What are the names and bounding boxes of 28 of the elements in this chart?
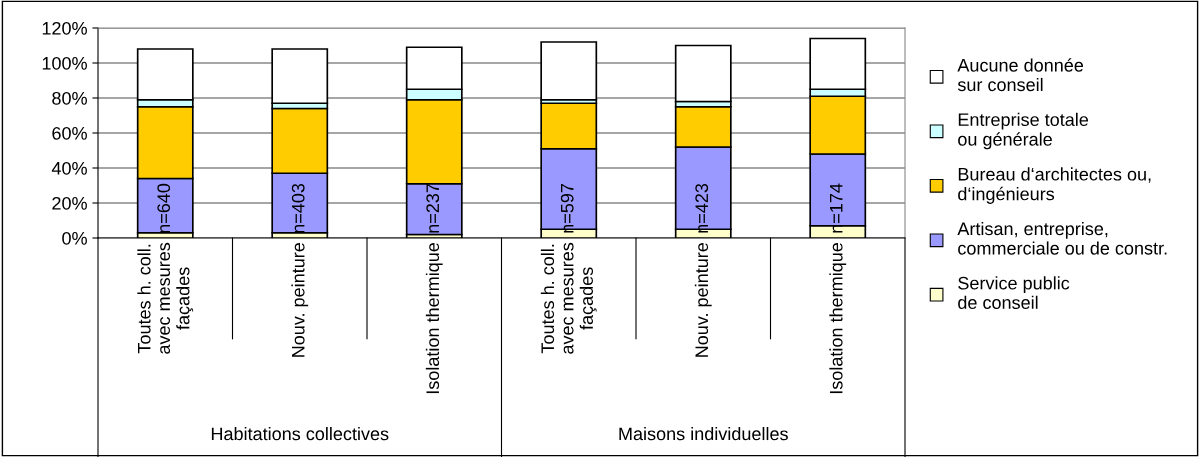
x-tick-label: Nouv. peinture	[291, 242, 309, 357]
legend-label: Service public de conseil	[958, 276, 1070, 309]
bar	[540, 41, 598, 101]
legend-label: Entreprise totale ou générale	[958, 112, 1089, 150]
x-tick-label: Isolation thermique	[425, 242, 443, 394]
x-tick-label: Toutes h. coll. avec mesures façades	[540, 242, 597, 354]
bar	[271, 48, 329, 105]
y-tick-label: 100%	[42, 56, 87, 70]
annotation: n=423	[695, 183, 709, 233]
y-tick-label: 0%	[62, 231, 87, 245]
text: Habitations collectives	[211, 426, 389, 441]
legend-label: Bureau d‘architectes ou, d‘ingénieurs	[958, 167, 1151, 204]
legend-label: Aucune donnée sur conseil	[957, 58, 1084, 92]
annotation: n=237	[426, 184, 440, 233]
x-tick-label: Toutes h. coll. avec mesures façades	[137, 242, 194, 354]
legend-label: Artisan, entreprise, commerciale ou de constr.	[957, 221, 1167, 255]
annotation: n=640	[157, 183, 171, 233]
y-tick-label: 60%	[52, 126, 87, 140]
annotation: n=174	[830, 183, 843, 233]
text: Maisons individuelles	[619, 426, 788, 441]
y-tick-label: 120%	[42, 21, 87, 35]
annotation: n=597	[560, 184, 574, 233]
y-tick-label: 20%	[52, 196, 87, 210]
annotation: n=403	[291, 183, 305, 233]
x-tick-label: Nouv. peinture	[694, 242, 712, 357]
y-tick-label: 80%	[52, 91, 87, 105]
x-tick-label: Isolation thermique	[829, 242, 847, 394]
y-tick-label: 40%	[51, 161, 87, 175]
